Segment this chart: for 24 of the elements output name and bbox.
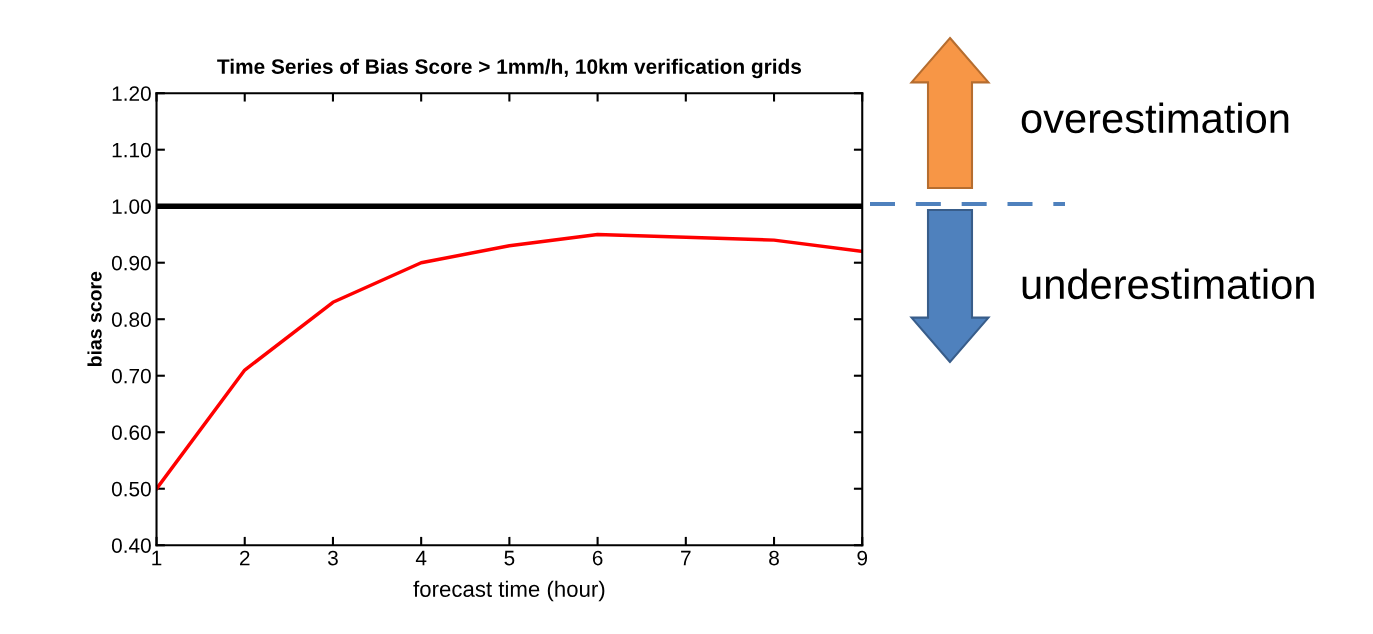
y-tick-label: 0.90 xyxy=(111,255,151,271)
x-tick-label: 9 xyxy=(857,550,868,566)
y-tick-label: 1.20 xyxy=(112,86,151,101)
y-tick-label: 0.60 xyxy=(111,425,151,440)
x-tick-label: 3 xyxy=(327,550,338,566)
x-tick-label: 7 xyxy=(681,550,691,566)
x-tick-label: 5 xyxy=(504,550,515,566)
y-tick-label: 0.40 xyxy=(111,538,151,553)
x-tick-label: 4 xyxy=(415,550,427,566)
line-series xyxy=(156,232,863,491)
x-tick-label: 6 xyxy=(592,550,603,566)
y-tick-label: 0.80 xyxy=(111,312,151,327)
text: overestimation xyxy=(1021,102,1289,134)
x-tick-label: 8 xyxy=(769,550,779,566)
x-tick-label: 1 xyxy=(152,550,162,566)
y-tick-label: 0.50 xyxy=(111,481,151,497)
y-tick-label: 1.10 xyxy=(112,142,151,158)
x-tick-label: 2 xyxy=(239,550,250,566)
x-axis-title: forecast time (hour) xyxy=(413,580,605,602)
y-tick-label: 1.00 xyxy=(112,199,151,214)
y-axis-title: bias score xyxy=(87,271,102,367)
chart-title: Time Series of Bias Score > 1mm/h, 10km verification grids xyxy=(217,58,802,79)
y-tick-label: 0.70 xyxy=(111,368,151,384)
text: underestimation xyxy=(1022,268,1314,300)
